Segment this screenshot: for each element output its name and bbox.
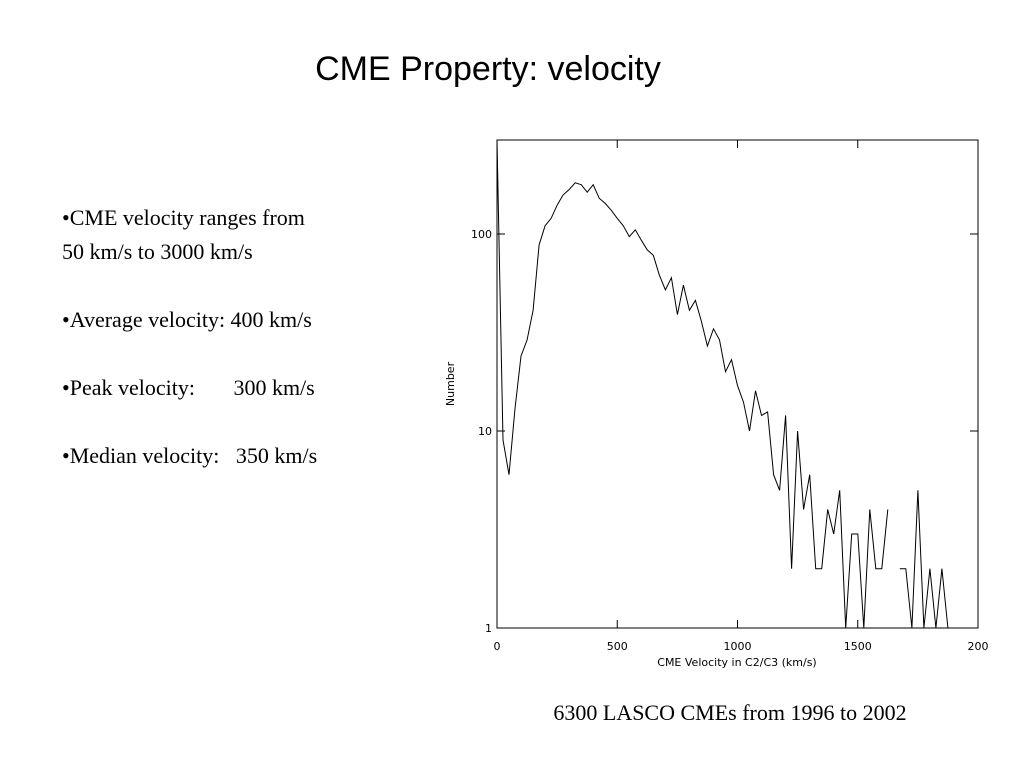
bullet-text: 50 km/s to 3000 km/s (62, 239, 253, 264)
y-axis-label: Number (444, 361, 457, 406)
x-tick-label: 1500 (844, 640, 872, 653)
x-tick-label: 0 (494, 640, 501, 653)
y-tick-label: 1 (485, 622, 492, 635)
bullet-text: •Median velocity: 350 km/s (62, 443, 317, 468)
slide-title: CME Property: velocity (315, 50, 661, 88)
x-tick-label: 500 (607, 640, 628, 653)
x-tick-label: 200 (968, 640, 989, 653)
data-line (496, 139, 889, 629)
x-axis-label: CME Velocity in C2/C3 (km/s) (657, 656, 816, 669)
bullet-list: •CME velocity ranges from 50 km/s to 3000… (62, 205, 317, 468)
bullet-text: •CME velocity ranges from (62, 205, 305, 230)
y-tick-label: 100 (471, 228, 492, 241)
bullet-text: •Average velocity: 400 km/s (62, 307, 312, 332)
data-line (899, 490, 949, 629)
caption: 6300 LASCO CMEs from 1996 to 2002 (553, 700, 906, 725)
x-tick-label: 1000 (724, 640, 752, 653)
y-tick-label: 10 (478, 425, 492, 438)
bullet-text: •Peak velocity: 300 km/s (62, 375, 315, 400)
